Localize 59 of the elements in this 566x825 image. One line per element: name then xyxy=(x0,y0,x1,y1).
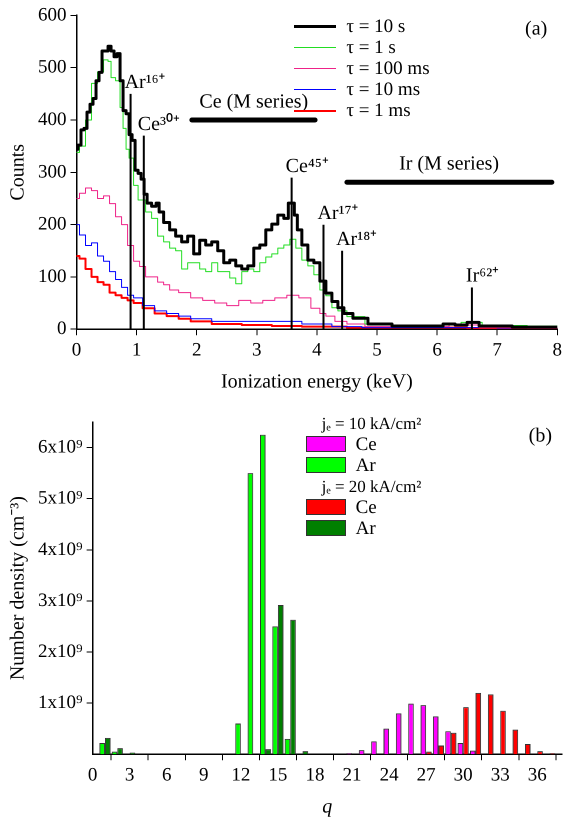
ref-line-label: Ar¹⁶⁺ xyxy=(124,71,166,94)
y-tick-label: 400 xyxy=(38,108,66,130)
x-tick-label: 21 xyxy=(342,764,362,786)
x-tick-label: 36 xyxy=(528,764,547,786)
x-tick-label: 3 xyxy=(252,340,262,361)
x-tick-label: 0 xyxy=(88,764,98,786)
legend-label: Ar xyxy=(356,454,376,476)
legend-label: Ce xyxy=(356,434,377,455)
x-tick-label: 33 xyxy=(490,764,510,786)
annotation: Ce (M series) xyxy=(199,90,308,112)
annotation: Ir (M series) xyxy=(399,152,500,174)
y-tick-label: 0 xyxy=(57,318,66,340)
x-tick-label: 15 xyxy=(268,764,288,786)
ref-line-label: Ce³⁰⁺ xyxy=(138,112,180,135)
x-tick-label: 3 xyxy=(124,764,134,786)
x-axis-title: Ionization energy (keV) xyxy=(220,370,413,392)
legend-label: τ = 100 ms xyxy=(346,58,430,79)
annotation: jₑ = 10 kA/cm² xyxy=(322,412,422,434)
x-tick-label: 27 xyxy=(416,764,436,786)
x-tick-label: 2 xyxy=(192,340,202,361)
y-tick-label: 3x10⁹ xyxy=(38,590,83,611)
y-tick-label: 600 xyxy=(38,4,66,26)
ref-line-label: Ar¹⁸⁺ xyxy=(336,228,378,250)
x-tick-label: 8 xyxy=(552,340,562,361)
y-axis-title: Number density (cm⁻³) xyxy=(6,496,28,680)
x-tick-label: 5 xyxy=(372,340,382,361)
y-tick-label: 4x10⁹ xyxy=(38,538,83,560)
y-tick-label: 5x10⁹ xyxy=(38,488,83,509)
y-tick-label: 6x10⁹ xyxy=(38,436,83,458)
legend-label: τ = 1 s xyxy=(346,37,396,58)
legend-label: Ar xyxy=(356,518,376,539)
y-tick-label: 2x10⁹ xyxy=(38,640,83,662)
y-tick-label: 100 xyxy=(38,266,66,287)
legend-label: Ce xyxy=(356,496,377,518)
x-tick-label: 7 xyxy=(492,340,502,361)
ref-line-label: Ar¹⁷⁺ xyxy=(317,202,359,224)
x-tick-label: 4 xyxy=(312,340,322,361)
x-tick-label: 18 xyxy=(305,764,324,786)
y-tick-label: 200 xyxy=(38,214,66,235)
annotation: (a) xyxy=(525,18,548,40)
x-axis-title: q xyxy=(322,795,332,818)
x-tick-label: 6 xyxy=(162,764,172,786)
x-tick-label: 30 xyxy=(454,764,473,786)
y-tick-label: 500 xyxy=(38,56,66,78)
legend-label: τ = 10 ms xyxy=(346,79,420,100)
legend-label: τ = 1 ms xyxy=(346,100,411,121)
x-tick-label: 12 xyxy=(231,764,250,786)
annotation: jₑ = 20 kA/cm² xyxy=(322,476,422,497)
y-axis-title: Counts xyxy=(6,144,28,201)
ref-line-label: Ce⁴⁵⁺ xyxy=(286,154,329,177)
ref-line-label: Ir⁶²⁺ xyxy=(466,264,500,287)
legend-label: τ = 10 s xyxy=(346,16,406,37)
x-tick-label: 24 xyxy=(380,764,400,786)
y-tick-label: 1x10⁹ xyxy=(38,692,83,714)
y-tick-label: 300 xyxy=(38,161,66,182)
x-tick-label: 1 xyxy=(132,340,142,361)
x-tick-label: 9 xyxy=(199,764,209,786)
annotation: (b) xyxy=(528,424,552,446)
x-tick-label: 6 xyxy=(432,340,442,361)
